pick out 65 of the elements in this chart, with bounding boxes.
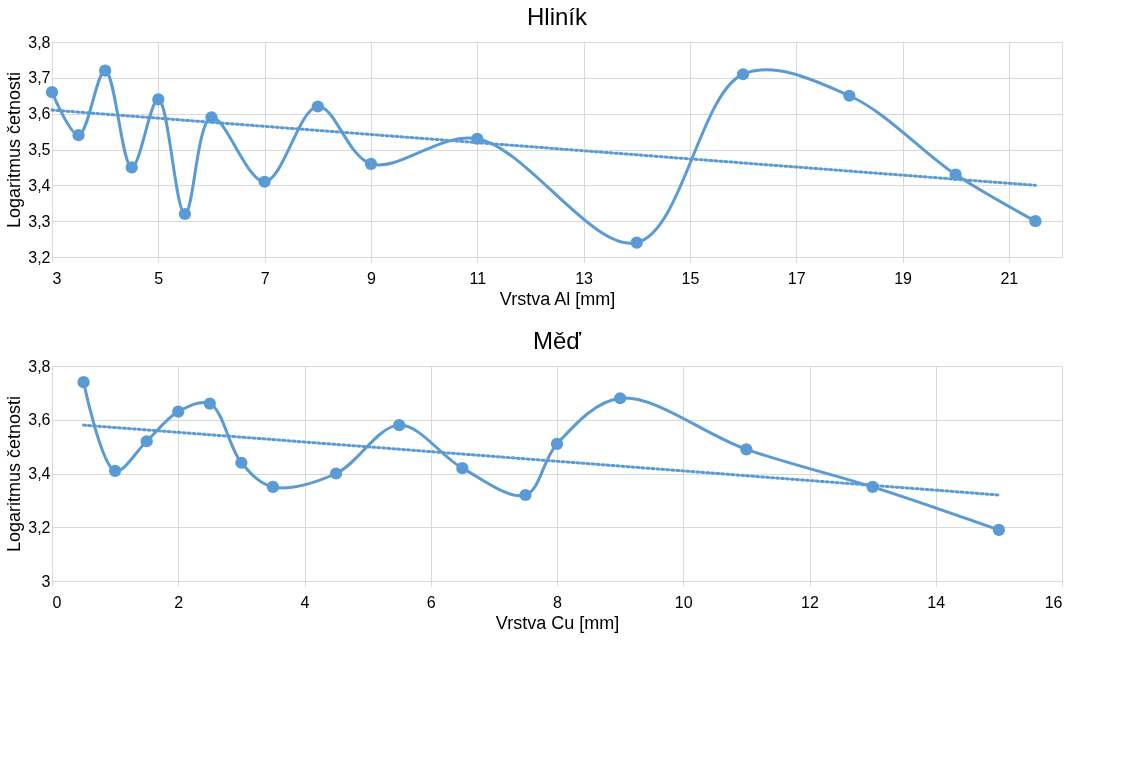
x-tick-label: 6	[426, 593, 436, 611]
x-tick-label: 12	[801, 593, 819, 611]
x-tick-label: 14	[927, 593, 946, 611]
y-tick-label: 3,8	[28, 357, 51, 375]
point	[329, 467, 343, 480]
point	[203, 397, 216, 410]
point	[736, 68, 750, 81]
x-tick-label: 5	[154, 269, 164, 287]
y-tick-label: 3	[41, 572, 51, 590]
x-tick-label: 16	[1044, 593, 1063, 611]
y-tick-label: 3,3	[28, 212, 51, 230]
x-tick-label: 13	[575, 269, 594, 287]
point	[843, 89, 856, 102]
x-tick-label: 8	[553, 593, 563, 611]
x-tick-label: 3	[52, 269, 62, 287]
x-tick-label: 10	[674, 593, 693, 611]
point	[235, 456, 248, 469]
point	[1029, 215, 1042, 228]
point	[614, 392, 627, 405]
y-tick-label: 3,4	[28, 176, 51, 194]
x-tick-label: 7	[260, 269, 270, 287]
point	[630, 236, 643, 249]
point	[364, 157, 378, 170]
chart-title: Měď	[532, 327, 582, 354]
point	[172, 405, 185, 418]
point	[45, 86, 59, 99]
point	[519, 488, 532, 502]
point	[178, 207, 192, 221]
y-axis-title: Logaritmus četnosti	[4, 395, 25, 553]
x-tick-label: 9	[366, 269, 376, 287]
point	[266, 480, 280, 494]
point	[550, 437, 564, 451]
y-tick-label: 3,5	[28, 141, 51, 158]
point	[456, 462, 469, 475]
x-tick-label: 17	[787, 269, 806, 287]
y-tick-label: 3,4	[28, 465, 51, 482]
point	[258, 175, 271, 188]
point	[740, 443, 753, 456]
x-tick-label: 2	[174, 593, 184, 611]
point	[72, 129, 85, 142]
x-tick-label: 4	[300, 593, 310, 611]
chart-title: Hliník	[526, 3, 588, 30]
y-tick-label: 3,2	[28, 248, 51, 266]
x-axis-title: Vrstva Al [mm]	[499, 288, 616, 309]
point	[393, 419, 406, 432]
x-tick-label: 11	[469, 269, 487, 287]
y-tick-label: 3,7	[28, 69, 51, 87]
x-tick-label: 19	[894, 269, 913, 287]
point	[140, 435, 153, 448]
x-tick-label: 0	[52, 593, 62, 611]
y-axis-title: Logaritmus četnosti	[4, 71, 25, 229]
point	[152, 93, 165, 106]
point	[99, 64, 112, 77]
point	[125, 161, 138, 174]
point	[77, 376, 90, 389]
point	[109, 464, 122, 477]
point	[311, 100, 324, 113]
x-tick-label: 21	[1000, 269, 1019, 287]
y-tick-label: 3,8	[28, 33, 51, 51]
y-tick-label: 3,2	[28, 518, 51, 536]
point	[992, 523, 1005, 537]
x-tick-label: 15	[681, 269, 700, 287]
y-tick-label: 3,6	[28, 411, 51, 429]
y-tick-label: 3,6	[28, 105, 51, 123]
x-axis-title: Vrstva Cu [mm]	[495, 612, 620, 633]
